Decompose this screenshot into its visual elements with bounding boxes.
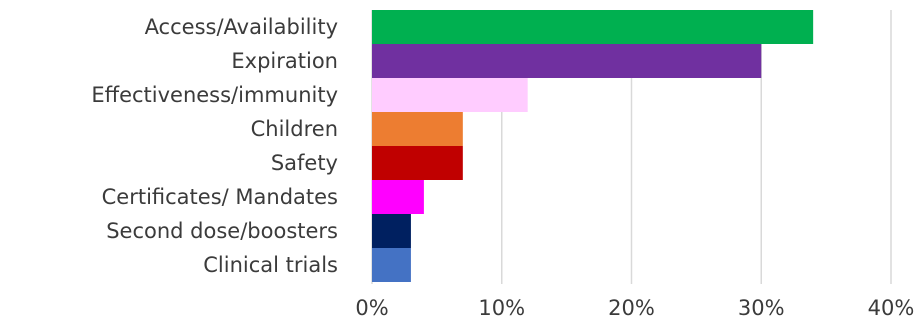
category-label: Certificates/ Mandates [102,185,338,209]
category-label: Second dose/boosters [106,219,338,243]
x-tick-label: 30% [738,296,785,320]
x-tick-label: 10% [478,296,525,320]
category-label: Expiration [231,49,338,73]
category-labels: Access/Availability Expiration Effectivene… [91,15,338,277]
category-label: Safety [271,151,338,175]
category-label: Access/Availability [145,15,338,39]
bar-clinical-trials [372,248,411,282]
bar-certificates-mandates [372,180,424,214]
bar-second-dose-boosters [372,214,411,248]
bars [372,10,814,282]
bar-effectiveness-immunity [372,78,528,112]
bar-expiration [372,44,762,78]
category-label: Children [251,117,338,141]
bar-access-availability [372,10,814,44]
category-label: Effectiveness/immunity [91,83,338,107]
x-tick-labels: 0% 10% 20% 30% 40% [355,296,914,320]
bar-children [372,112,463,146]
x-tick-label: 40% [868,296,915,320]
x-tick-label: 20% [608,296,655,320]
x-tick-label: 0% [355,296,388,320]
category-label: Clinical trials [203,253,338,277]
bar-safety [372,146,463,180]
